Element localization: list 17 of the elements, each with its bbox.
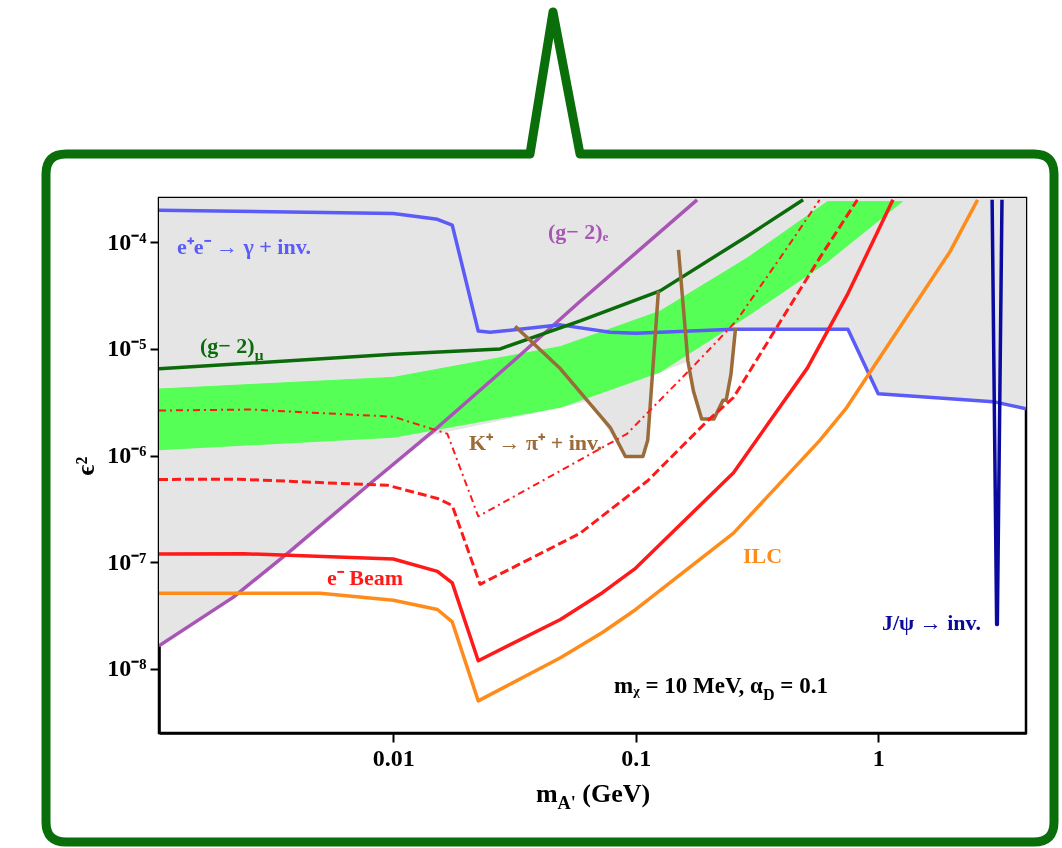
y-tick-label: 10⁻⁷ bbox=[107, 548, 147, 575]
x-axis-title: m$_{A'}$ (GeV) bbox=[535, 778, 651, 814]
y-tick-label: 10⁻⁸ bbox=[107, 655, 147, 682]
series-label: ILC bbox=[743, 543, 783, 568]
series-label: K⁺ → π⁺ + inv. bbox=[469, 430, 603, 455]
y-axis-title: ϵ² bbox=[71, 456, 101, 476]
series-label: e⁺e⁻ → γ + inv. bbox=[177, 234, 311, 259]
series-label: e⁻ Beam bbox=[327, 565, 404, 590]
x-tick-label: 0.1 bbox=[621, 744, 652, 771]
y-tick-label: 10⁻⁵ bbox=[107, 335, 147, 362]
x-tick-label: 0.01 bbox=[372, 744, 415, 771]
annotation: mᵪ = 10 MeV, α$_{D}$ = 0.1 bbox=[614, 673, 828, 703]
y-tick-label: 10⁻⁶ bbox=[107, 442, 147, 469]
x-tick-label: 1 bbox=[872, 744, 885, 771]
y-tick-label: 10⁻⁴ bbox=[107, 228, 147, 255]
series-label: J/ψ → inv. bbox=[882, 610, 981, 635]
series-label: (g− 2)ₑ bbox=[548, 219, 609, 244]
